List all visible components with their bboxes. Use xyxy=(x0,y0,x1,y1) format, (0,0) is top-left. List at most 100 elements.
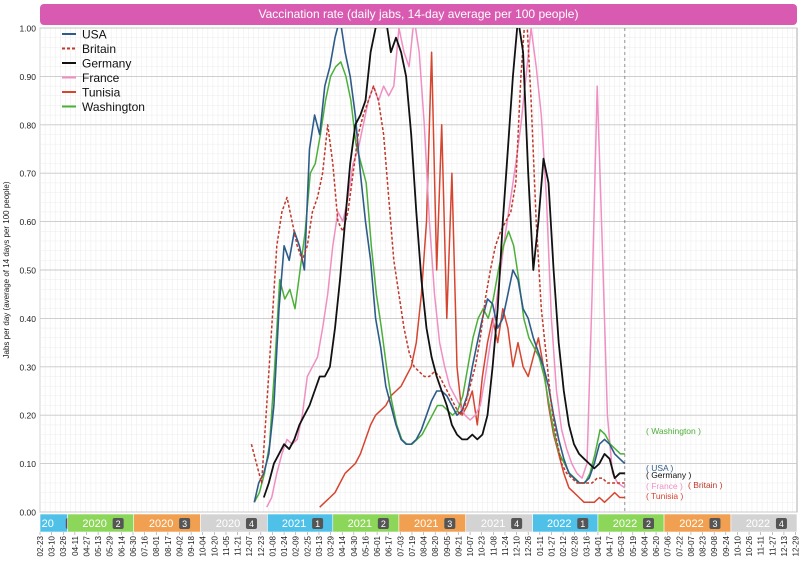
quarter-number-label: 2 xyxy=(116,519,121,529)
y-axis-label: Jabs per day (average of 14 days per 100… xyxy=(2,181,11,358)
x-tick-label: 06-17 xyxy=(385,535,394,556)
x-tick-label: 10-04 xyxy=(199,535,208,556)
quarter-year-label: 2021 xyxy=(481,518,505,530)
x-tick-label: 06-04 xyxy=(640,535,649,556)
series-line-france xyxy=(266,28,626,508)
quarter-number-label: 2 xyxy=(381,519,386,529)
quarter-number-label: 3 xyxy=(447,519,452,529)
quarter-number-label: 4 xyxy=(779,519,784,529)
quarter-number-label: 4 xyxy=(249,519,254,529)
quarter-number-label: 1 xyxy=(580,519,585,529)
series-line-usa xyxy=(253,28,626,503)
quarter-number-badge xyxy=(642,518,654,529)
x-tick-label: 08-04 xyxy=(420,535,429,556)
x-tick-label: 06-14 xyxy=(117,535,126,556)
x-tick-label: 10-20 xyxy=(210,535,219,556)
x-tick-label: 02-23 xyxy=(36,535,45,556)
y-tick-label: 0.80 xyxy=(19,120,36,130)
x-tick-label: 05-19 xyxy=(629,535,638,556)
y-tick-label: 1.00 xyxy=(19,24,36,34)
x-axis: 02-23 03-10 03-26 04-11 04-27 05-13 05-29 06-14… xyxy=(36,532,800,556)
x-tick-label: 12-13 xyxy=(780,535,789,556)
y-tick-label: 0.10 xyxy=(19,459,36,469)
quarter-number-badge xyxy=(312,518,324,529)
series-label-washington: ( Washington ) xyxy=(646,426,701,436)
x-tick-label: 02-25 xyxy=(303,535,312,556)
x-tick-label: 11-08 xyxy=(489,535,498,555)
x-tick-label: 03-29 xyxy=(327,535,336,556)
quarter-year-label: 2021 xyxy=(282,518,306,530)
x-tick-label: 07-22 xyxy=(675,535,684,556)
legend-label-germany: Germany xyxy=(82,57,131,71)
x-tick-label: 09-24 xyxy=(722,535,731,556)
quarter-number-label: 3 xyxy=(712,519,717,529)
x-tick-label: 06-01 xyxy=(373,535,382,556)
series-line-britain xyxy=(250,28,625,484)
legend-label-washington: Washington xyxy=(82,100,145,114)
quarter-strip: 20 1 2020 2 2020 3 2020 4 2021 1 2021 2 2021 3 2021 4 20… xyxy=(39,513,798,533)
series-label-tunisia: ( Tunisia ) xyxy=(646,491,683,501)
x-tick-label: 10-23 xyxy=(478,535,487,556)
x-tick-label: 05-16 xyxy=(361,535,370,556)
quarter-year-label: 20 xyxy=(42,518,54,530)
x-tick-label: 04-14 xyxy=(338,535,347,556)
x-tick-label: 11-24 xyxy=(501,535,510,555)
x-tick-label: 07-03 xyxy=(396,535,405,556)
x-tick-label: 10-10 xyxy=(733,535,742,556)
series-lines xyxy=(250,28,626,508)
x-tick-label: 01-11 xyxy=(536,535,545,555)
x-tick-label: 08-01 xyxy=(152,535,161,556)
quarter-number-label: 2 xyxy=(646,519,651,529)
x-tick-label: 04-01 xyxy=(594,535,603,556)
legend-label-france: France xyxy=(82,71,120,85)
series-end-labels: ( USA )( Britain )( Germany )( France )(… xyxy=(646,426,723,501)
series-label-france: ( France ) xyxy=(646,481,683,491)
quarter-number-label: 1 xyxy=(315,519,320,529)
x-tick-label: 03-26 xyxy=(59,535,68,556)
x-tick-label: 03-13 xyxy=(315,535,324,556)
quarter-year-label: 2022 xyxy=(613,518,637,530)
quarter-number-badge xyxy=(179,518,191,529)
quarter-number-badge xyxy=(709,518,721,529)
x-tick-label: 07-16 xyxy=(141,535,150,556)
legend-label-britain: Britain xyxy=(82,42,116,56)
y-axis: 0.00 0.10 0.20 0.30 0.40 0.50 0.60 0.70 0.80 0.90… xyxy=(19,24,36,518)
x-tick-label: 05-03 xyxy=(617,535,626,556)
quarter-number-label: 4 xyxy=(514,519,519,529)
quarter-year-label: 2021 xyxy=(348,518,372,530)
x-tick-label: 10-07 xyxy=(466,535,475,556)
y-tick-label: 0.60 xyxy=(19,217,36,227)
x-tick-label: 09-18 xyxy=(187,535,196,556)
x-tick-label: 01-24 xyxy=(280,535,289,556)
x-tick-label: 01-08 xyxy=(268,535,277,556)
quarter-year-label: 2022 xyxy=(679,518,703,530)
series-label-britain: ( Britain ) xyxy=(688,480,723,490)
x-tick-label: 02-28 xyxy=(571,535,580,556)
x-tick-label: 09-08 xyxy=(710,535,719,556)
quarter-year-label: 2020 xyxy=(216,518,240,530)
x-tick-label: 12-23 xyxy=(257,535,266,556)
grid xyxy=(39,27,798,513)
series-label-germany: ( Germany ) xyxy=(646,470,692,480)
x-tick-label: 03-16 xyxy=(582,535,591,556)
x-tick-label: 06-20 xyxy=(652,535,661,556)
chart-title: Vaccination rate (daily jabs, 14-day ave… xyxy=(40,4,797,25)
x-tick-label: 11-21 xyxy=(234,535,243,555)
x-tick-label: 04-17 xyxy=(606,535,615,556)
x-tick-label: 02-12 xyxy=(559,535,568,556)
y-tick-label: 0.50 xyxy=(19,266,36,276)
series-line-washington xyxy=(253,61,625,503)
quarter-number-label: 3 xyxy=(182,519,187,529)
quarter-number-badge xyxy=(112,518,124,529)
x-tick-label: 12-07 xyxy=(245,535,254,556)
y-tick-label: 0.90 xyxy=(19,72,36,82)
x-tick-label: 12-10 xyxy=(513,535,522,556)
x-tick-label: 07-06 xyxy=(664,535,673,556)
x-tick-label: 08-20 xyxy=(431,535,440,556)
quarter-number-badge xyxy=(577,518,589,529)
x-tick-label: 02-09 xyxy=(292,535,301,556)
y-tick-label: 0.20 xyxy=(19,411,36,421)
x-tick-label: 04-27 xyxy=(82,535,91,556)
x-tick-label: 08-23 xyxy=(699,535,708,556)
